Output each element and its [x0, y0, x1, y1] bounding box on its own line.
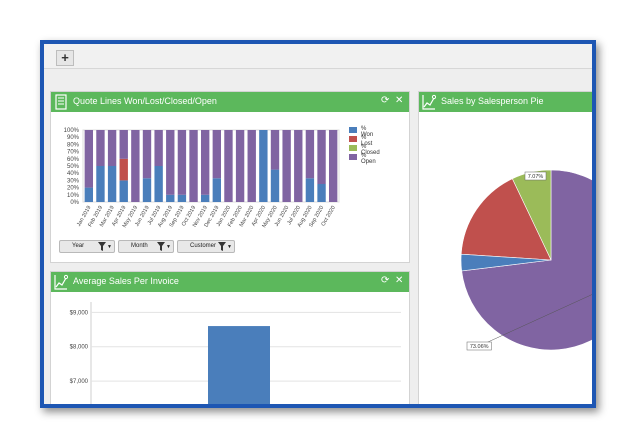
bar-segment	[235, 130, 245, 202]
bar-segment	[317, 184, 326, 202]
y-tick-label: $9,000	[70, 310, 89, 316]
sales-by-salesperson-panel: Sales by Salesperson Pie 7.07% 73.06%	[418, 91, 592, 404]
pie-slice	[460, 178, 552, 261]
y-tick-label: 80%	[67, 142, 80, 148]
document-icon	[55, 94, 67, 110]
y-tick-label: 0%	[70, 200, 79, 206]
y-tick-label: 30%	[67, 178, 80, 184]
bar-segment	[200, 130, 210, 195]
bar-segment	[119, 158, 128, 181]
bar-segment	[294, 130, 303, 202]
chevron-down-icon[interactable]: ▼	[166, 244, 171, 250]
bar-segment	[189, 130, 198, 202]
panel-header: Quote Lines Won/Lost/Closed/Open ⟳ ✕	[51, 92, 409, 112]
bar-segment	[259, 130, 268, 202]
refresh-icon[interactable]: ⟳	[381, 275, 390, 286]
filter-icon[interactable]	[218, 242, 226, 251]
panel-header: Average Sales Per Invoice ⟳ ✕	[51, 272, 409, 292]
bar-segment	[142, 178, 152, 202]
bar-segment	[154, 130, 163, 166]
line-chart-icon	[54, 274, 68, 290]
panel-title: Sales by Salesperson Pie	[441, 96, 544, 106]
pie-slice	[461, 169, 592, 351]
panel-header: Sales by Salesperson Pie	[419, 92, 592, 112]
panel-title: Average Sales Per Invoice	[73, 276, 179, 286]
y-tick-label: 20%	[67, 186, 80, 192]
won-lost-chart: 0%10%20%30%40%50%60%70%80%90%100%Jan 201…	[64, 128, 340, 229]
filter-icon[interactable]	[157, 242, 165, 251]
bar-segment	[131, 130, 140, 202]
data-label: 73.06%	[470, 344, 489, 350]
bar-segment	[305, 130, 315, 179]
filter-icon[interactable]	[98, 242, 106, 251]
label-box	[524, 171, 547, 181]
chevron-down-icon[interactable]: ▼	[227, 244, 232, 250]
add-tab-button[interactable]: +	[56, 50, 74, 66]
bar-segment	[84, 187, 94, 202]
y-tick-label: 70%	[67, 150, 80, 156]
bar-segment	[247, 130, 256, 202]
sales-pie-chart: 7.07% 73.06%	[460, 169, 592, 351]
line-chart-icon	[422, 94, 436, 110]
close-icon[interactable]: ✕	[395, 275, 404, 286]
bar-segment	[270, 169, 280, 202]
quote-lines-panel: Quote Lines Won/Lost/Closed/Open ⟳ ✕ 0% 1…	[50, 91, 410, 263]
y-tick-label: $8,000	[70, 345, 89, 351]
bar-segment	[154, 166, 163, 202]
bar-segment	[317, 130, 326, 184]
app-window: + Quote Lines Won/Lost/Closed/Open ⟳ ✕ 0…	[40, 40, 596, 408]
bar-segment	[282, 130, 291, 202]
y-tick-label: 10%	[67, 193, 80, 199]
chevron-down-icon[interactable]: ▼	[107, 244, 112, 250]
bar	[208, 326, 270, 404]
bar-segment	[200, 194, 210, 202]
bar-segment	[119, 130, 128, 159]
y-tick-label: 50%	[67, 164, 80, 170]
avg-sales-chart: $7,000 $8,000 $9,000	[70, 302, 401, 404]
customer-filter[interactable]: Customer ▼	[177, 240, 235, 253]
bar-segment	[270, 130, 280, 170]
leader-line	[479, 294, 592, 347]
y-tick-label: 40%	[67, 171, 80, 177]
bar-segment	[166, 130, 175, 195]
pie-slice	[460, 253, 552, 272]
bar-segment	[96, 166, 105, 202]
bar-segment	[177, 194, 187, 202]
bar-segment	[96, 130, 105, 166]
bar-segment	[119, 180, 128, 202]
bar-segment	[142, 130, 152, 179]
panel-title: Quote Lines Won/Lost/Closed/Open	[73, 96, 217, 106]
bar-segment	[84, 130, 94, 188]
bar-segment	[328, 130, 338, 202]
bar-segment	[305, 178, 315, 202]
bar-segment	[107, 130, 117, 166]
bar-segment	[224, 130, 233, 202]
refresh-icon[interactable]: ⟳	[381, 95, 390, 106]
bar-segment	[107, 166, 117, 202]
average-sales-panel: Average Sales Per Invoice ⟳ ✕ $7,000 $8,0…	[50, 271, 410, 404]
month-filter[interactable]: Month ▼	[118, 240, 174, 253]
bar-segment	[212, 130, 222, 179]
y-tick-label: 100%	[64, 128, 80, 134]
y-tick-label: 60%	[67, 157, 80, 163]
dashboard-tab-bar: +	[44, 44, 592, 69]
bar-segment	[212, 178, 222, 202]
bar-segment	[166, 194, 175, 202]
label-box	[466, 341, 492, 351]
year-filter[interactable]: Year ▼	[59, 240, 115, 253]
bar-segment	[177, 130, 187, 195]
y-tick-label: 90%	[67, 135, 80, 141]
dashboard-canvas: Quote Lines Won/Lost/Closed/Open ⟳ ✕ 0% 1…	[44, 69, 592, 404]
y-tick-label: $7,000	[70, 379, 89, 385]
data-label: 7.07%	[528, 174, 544, 180]
close-icon[interactable]: ✕	[395, 95, 404, 106]
